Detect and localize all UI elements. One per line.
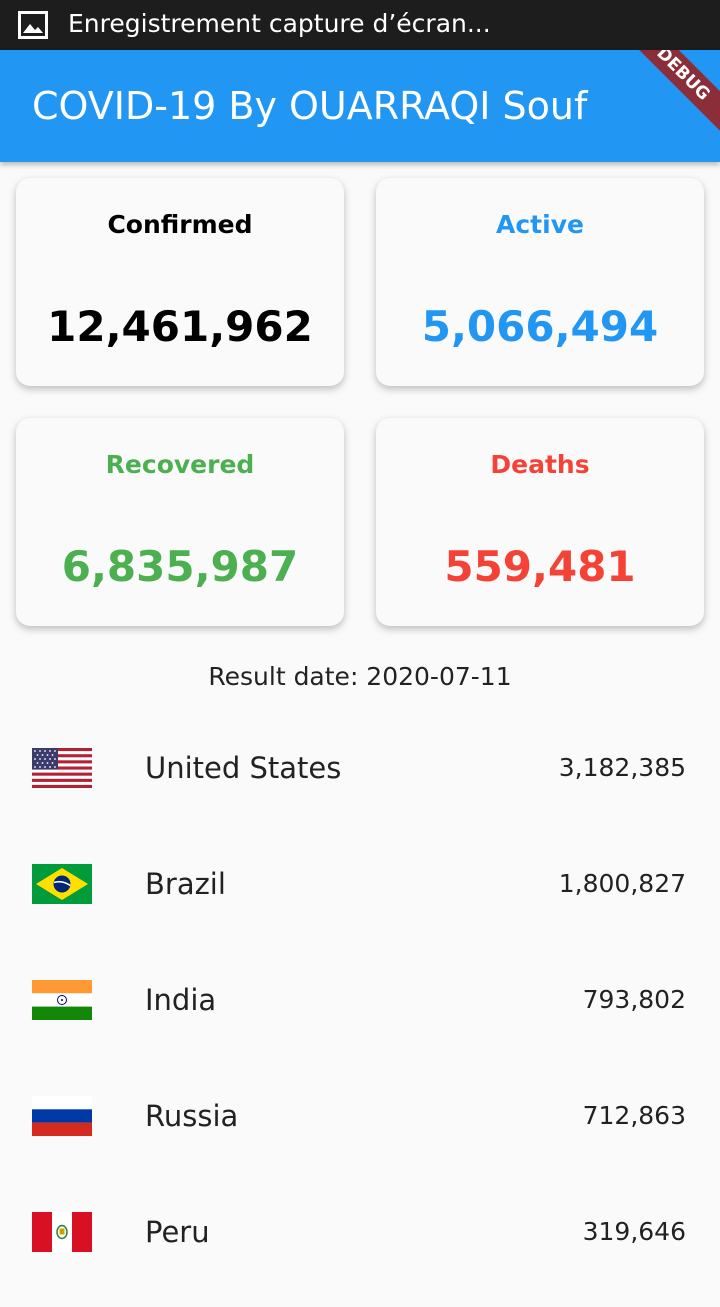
country-name: India	[145, 983, 217, 1017]
country-row-peru[interactable]: Peru 319,646	[0, 1191, 720, 1307]
country-count: 1,800,827	[558, 869, 686, 898]
country-name: United States	[145, 751, 342, 785]
status-bar: Enregistrement capture d’écran...	[0, 0, 720, 50]
result-date: Result date: 2020-07-11	[208, 662, 512, 691]
confirmed-card: Confirmed 12,461,962	[16, 178, 344, 386]
deaths-label: Deaths	[490, 450, 590, 479]
deaths-card: Deaths 559,481	[376, 418, 704, 626]
country-count: 3,182,385	[558, 753, 686, 782]
debug-banner: DEBUG	[620, 50, 720, 137]
confirmed-label: Confirmed	[107, 210, 253, 239]
country-name: Russia	[145, 1099, 239, 1133]
russia-flag-icon	[32, 1096, 92, 1136]
country-name: Brazil	[145, 867, 226, 901]
recovered-card: Recovered 6,835,987	[16, 418, 344, 626]
app-title: COVID-19 By OUARRAQI Souf	[32, 84, 588, 128]
confirmed-value: 12,461,962	[47, 302, 313, 351]
active-card: Active 5,066,494	[376, 178, 704, 386]
brazil-flag-icon	[32, 864, 92, 904]
country-count: 793,802	[582, 985, 686, 1014]
country-row-brazil[interactable]: Brazil 1,800,827	[0, 843, 720, 959]
country-count: 319,646	[582, 1217, 686, 1246]
deaths-value: 559,481	[444, 542, 636, 591]
country-row-russia[interactable]: Russia 712,863	[0, 1075, 720, 1191]
country-name: Peru	[145, 1215, 210, 1249]
country-row-india[interactable]: India 793,802	[0, 959, 720, 1075]
active-label: Active	[496, 210, 584, 239]
recovered-value: 6,835,987	[61, 542, 299, 591]
notification-text: Enregistrement capture d’écran...	[68, 9, 491, 38]
peru-flag-icon	[32, 1212, 92, 1252]
active-value: 5,066,494	[421, 302, 659, 351]
app-bar: COVID-19 By OUARRAQI Souf DEBUG	[0, 50, 720, 162]
us-flag-icon	[32, 748, 92, 788]
image-icon	[18, 11, 48, 39]
india-flag-icon	[32, 980, 92, 1020]
recovered-label: Recovered	[105, 450, 255, 479]
country-row-united-states[interactable]: United States 3,182,385	[0, 727, 720, 843]
country-count: 712,863	[582, 1101, 686, 1130]
